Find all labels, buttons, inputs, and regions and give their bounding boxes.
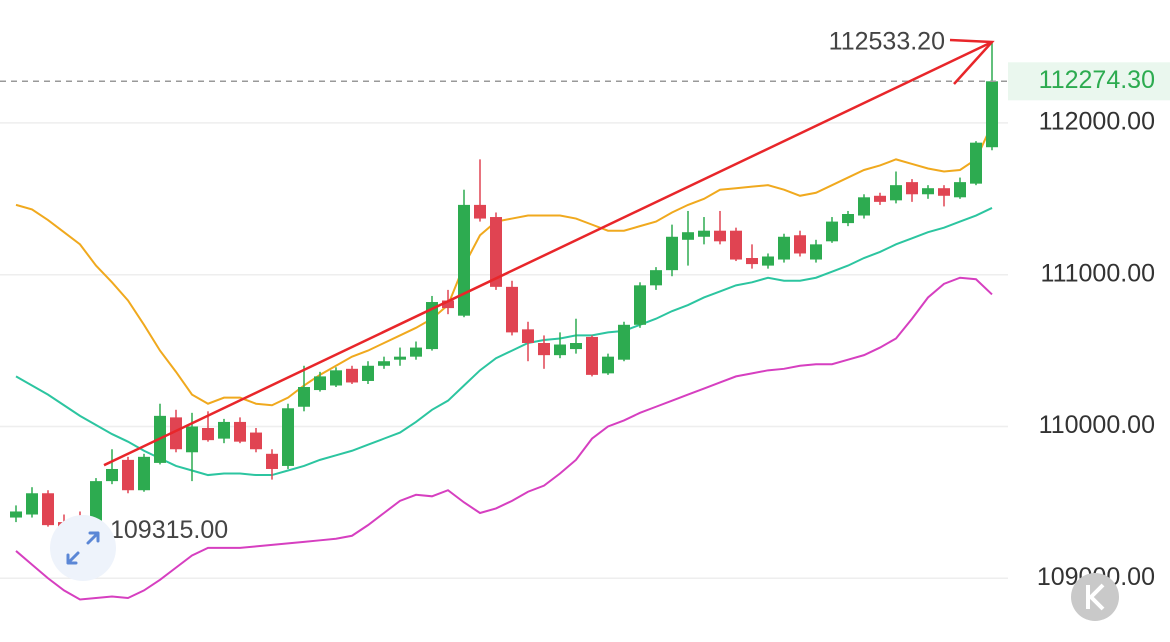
- candle-body: [826, 221, 838, 242]
- candle-body: [138, 456, 150, 491]
- candle-body: [90, 481, 102, 521]
- candle-body: [858, 197, 870, 216]
- candle-body: [970, 142, 982, 184]
- candle-body: [394, 356, 406, 360]
- candle-body: [890, 185, 902, 201]
- expand-button-bg[interactable]: [50, 515, 116, 581]
- indicator-line: [15, 207, 993, 477]
- candle-body: [378, 361, 390, 366]
- candle-body: [266, 453, 278, 469]
- candle-body: [762, 256, 774, 266]
- logo: [1071, 573, 1119, 621]
- candle-body: [362, 365, 374, 381]
- candle-body: [618, 324, 630, 360]
- candle-body: [682, 232, 694, 240]
- candle-body: [106, 468, 118, 482]
- logo-mark: [1086, 583, 1105, 611]
- candle-body: [602, 356, 614, 374]
- candle-body: [122, 459, 134, 491]
- last-price-label: 112274.30: [1039, 66, 1155, 94]
- last-price-box: [1008, 62, 1170, 101]
- candle-body: [282, 408, 294, 466]
- candle-body: [906, 182, 918, 195]
- y-tick-label: 112000.00: [1039, 108, 1155, 136]
- candle-body: [458, 204, 470, 316]
- candle-body: [778, 236, 790, 260]
- candle-body: [650, 270, 662, 286]
- candle-body: [570, 343, 582, 350]
- candle-body: [250, 432, 262, 450]
- candle-body: [922, 188, 934, 195]
- candle-body: [234, 421, 246, 442]
- trend-arrow-head: [949, 38, 995, 85]
- candle-body: [474, 204, 486, 219]
- candle-body: [426, 302, 438, 350]
- candle-body: [634, 285, 646, 325]
- candle-body: [874, 195, 886, 202]
- candle-body: [986, 81, 998, 148]
- logo-circle: [1071, 573, 1119, 621]
- candle-body: [954, 182, 966, 198]
- candle-body: [314, 376, 326, 391]
- expand-icon[interactable]: [66, 531, 100, 565]
- candle-body: [586, 336, 598, 375]
- candle-body: [522, 329, 534, 344]
- candle-body: [202, 428, 214, 441]
- candle-body: [794, 235, 806, 254]
- candle-body: [298, 387, 310, 407]
- indicator-line: [15, 276, 993, 601]
- candle-body: [186, 426, 198, 453]
- candle-body: [538, 343, 550, 356]
- candle-body: [554, 344, 566, 356]
- candle-body: [42, 493, 54, 526]
- candle-body: [746, 258, 758, 265]
- y-tick-label: 111000.00: [1041, 259, 1155, 287]
- candle-body: [170, 417, 182, 450]
- candle-body: [666, 236, 678, 271]
- candle-body: [714, 230, 726, 242]
- candle-body: [346, 368, 358, 383]
- candle-body: [698, 230, 710, 237]
- candle-body: [330, 370, 342, 386]
- candle-body: [810, 244, 822, 260]
- trend-arrow: [103, 40, 993, 467]
- min-price-label: 109315.00: [110, 516, 228, 544]
- candle-body: [442, 300, 454, 309]
- candle-body: [842, 214, 854, 224]
- candle-body: [490, 217, 502, 287]
- candle-body: [938, 188, 950, 196]
- indicator-line: [15, 124, 993, 407]
- candle-body: [730, 230, 742, 260]
- candle-body: [506, 286, 518, 333]
- max-price-label: 112533.20: [829, 28, 945, 56]
- y-tick-label: 110000.00: [1039, 411, 1155, 439]
- candle-body: [410, 347, 422, 357]
- candle-body: [26, 493, 38, 515]
- candle-body: [10, 511, 22, 518]
- candle-body: [218, 421, 230, 439]
- expand-button[interactable]: [50, 515, 116, 581]
